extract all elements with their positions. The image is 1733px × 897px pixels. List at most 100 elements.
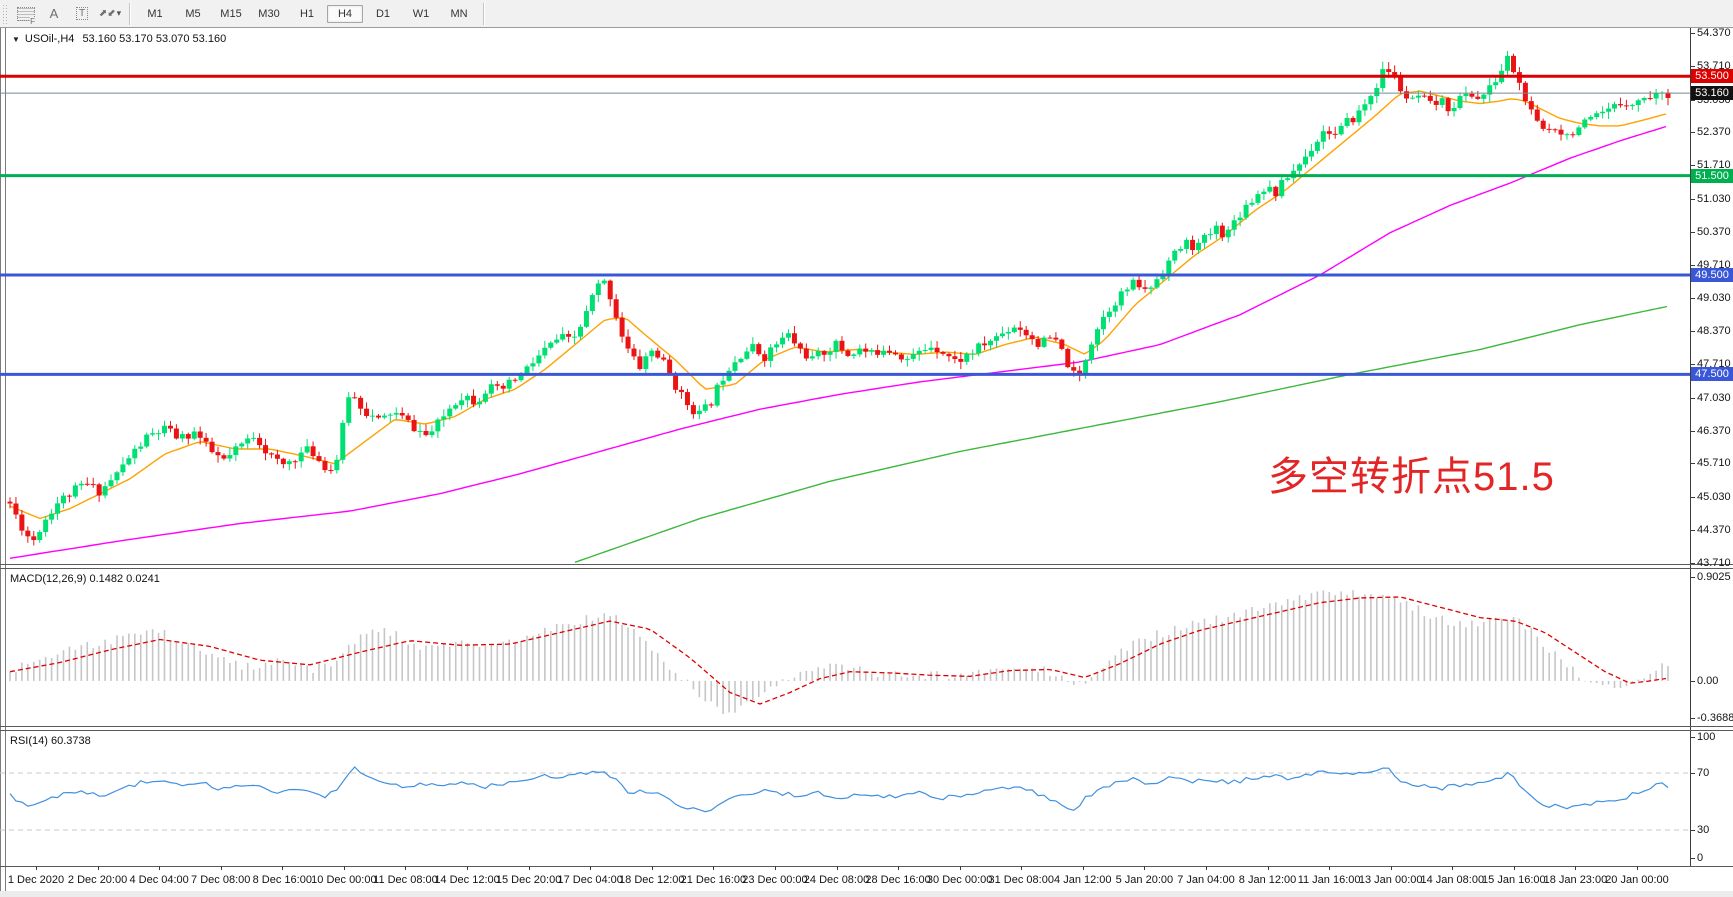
- macd-axis-label: 0.9025: [1697, 571, 1731, 583]
- time-axis-line: [0, 866, 1733, 867]
- price-axis-tick: [1690, 463, 1695, 465]
- text-label-icon[interactable]: A: [49, 6, 59, 21]
- time-axis-label: 8 Dec 16:00: [252, 874, 312, 886]
- main-macd-splitter[interactable]: [0, 564, 1733, 565]
- timeframe-buttons: M1 M5 M15 M30 H1 H4 D1 W1 MN: [136, 4, 478, 23]
- price-axis-tick: [1690, 529, 1695, 531]
- time-axis-label: 11 Jan 16:00: [1297, 874, 1361, 886]
- macd-axis-label: -0.3688: [1697, 712, 1733, 724]
- time-axis-tick: [1021, 866, 1023, 870]
- price-level-badge: 49.500: [1691, 268, 1733, 282]
- price-axis-label: 45.030: [1697, 491, 1731, 504]
- time-axis-tick: [405, 866, 407, 870]
- rsi-panel-top-border: [0, 730, 1733, 731]
- macd-panel-top-border: [0, 568, 1733, 569]
- time-axis-label: 17 Dec 04:00: [557, 874, 623, 886]
- toolbar-separator: [129, 2, 131, 25]
- indicator-grid-icon[interactable]: F: [14, 4, 38, 26]
- price-axis-label: 48.370: [1697, 325, 1731, 338]
- time-axis-label: 5 Jan 20:00: [1115, 874, 1174, 886]
- dropdown-caret-icon[interactable]: ▾: [116, 8, 122, 18]
- time-axis-label: 20 Jan 00:00: [1605, 874, 1669, 886]
- current-price-badge: 53.160: [1691, 86, 1733, 101]
- chart-annotation-text: 多空转折点51.5: [1268, 455, 1555, 499]
- macd-axis-tick: [1690, 718, 1695, 719]
- rsi-axis-tick: [1690, 773, 1695, 774]
- price-level-badge: 51.500: [1691, 168, 1733, 183]
- time-axis-label: 4 Dec 04:00: [129, 874, 189, 886]
- time-axis-label: 15 Dec 20:00: [495, 874, 562, 886]
- chart-title[interactable]: ▼ USOil-,H4 53.160 53.170 53.070 53.160: [12, 33, 226, 45]
- price-axis-tick: [1690, 165, 1695, 167]
- time-axis-tick: [97, 866, 99, 870]
- rsi-axis-tick: [1690, 737, 1695, 738]
- time-axis-label: 14 Dec 12:00: [434, 874, 500, 886]
- ma-mid-magenta: [9, 125, 1667, 559]
- time-axis-label: 18 Dec 12:00: [619, 874, 685, 886]
- rsi-chart[interactable]: [0, 731, 1690, 866]
- price-axis-tick: [1690, 298, 1695, 300]
- price-axis-tick: [1690, 65, 1695, 67]
- time-axis-label: 2 Dec 20:00: [67, 874, 128, 886]
- time-axis-tick: [467, 866, 469, 870]
- price-axis-tick: [1690, 430, 1695, 432]
- price-axis-label: 51.710: [1697, 159, 1731, 172]
- time-axis-label: 13 Jan 00:00: [1358, 874, 1423, 886]
- time-axis-label: 1 Dec 2020: [7, 874, 65, 886]
- time-axis-tick: [1513, 866, 1515, 870]
- price-axis-tick: [1690, 198, 1695, 200]
- time-axis-tick: [590, 866, 592, 870]
- time-axis-tick: [282, 866, 284, 870]
- macd-axis-tick: [1690, 577, 1695, 578]
- timeframe-button-m1[interactable]: M1: [147, 7, 163, 20]
- time-axis-tick: [1082, 866, 1084, 870]
- price-axis-label: 54.370: [1697, 26, 1731, 39]
- symbol-name: USOil-,H4: [24, 33, 75, 45]
- timeframe-button-m30[interactable]: M30: [258, 7, 280, 20]
- time-axis-tick: [651, 866, 653, 870]
- price-axis-label: 47.710: [1697, 357, 1731, 370]
- timeframe-button-m5[interactable]: M5: [185, 7, 201, 20]
- time-axis-label: 21 Dec 16:00: [680, 874, 747, 886]
- rsi-axis-label: 30: [1697, 823, 1710, 836]
- toolbar-grip[interactable]: [2, 3, 9, 24]
- time-axis-label: 14 Jan 08:00: [1420, 874, 1485, 886]
- price-axis-label: 50.370: [1697, 225, 1731, 238]
- time-axis-tick: [1575, 866, 1577, 870]
- price-axis-tick: [1690, 331, 1695, 333]
- macd-rsi-splitter[interactable]: [0, 726, 1733, 727]
- time-axis-label: 10 Dec 00:00: [311, 874, 377, 886]
- timeframe-button-h1[interactable]: H1: [299, 7, 315, 20]
- text-box-icon[interactable]: T: [70, 4, 94, 24]
- rsi-axis-tick: [1690, 829, 1695, 831]
- timeframe-button-m15[interactable]: M15: [220, 7, 242, 20]
- rsi-axis-label: 70: [1697, 767, 1710, 779]
- main-chart[interactable]: [0, 28, 1690, 565]
- price-axis-tick: [1690, 231, 1695, 233]
- price-axis-tick: [1690, 397, 1695, 399]
- macd-chart[interactable]: [0, 569, 1690, 727]
- macd-axis-label: 0.00: [1697, 674, 1719, 687]
- price-axis-label: 49.710: [1697, 258, 1731, 271]
- timeframe-button-h4[interactable]: H4: [327, 4, 363, 23]
- arrow-objects-icon[interactable]: ⬈⬋ ▾: [98, 8, 122, 19]
- time-axis-label: 8 Jan 12:00: [1238, 874, 1297, 886]
- timeframe-button-mn[interactable]: MN: [450, 7, 468, 20]
- price-axis-tick: [1690, 32, 1695, 34]
- time-axis-label: 24 Dec 08:00: [803, 874, 870, 886]
- timeframe-button-w1[interactable]: W1: [412, 7, 430, 20]
- time-axis-tick: [774, 866, 776, 870]
- rsi-axis-label: 0: [1697, 852, 1704, 864]
- time-axis-tick: [1267, 866, 1269, 870]
- timeframe-button-d1[interactable]: D1: [375, 7, 391, 20]
- time-axis-label: 23 Dec 00:00: [742, 874, 808, 886]
- price-axis-label: 44.370: [1697, 523, 1731, 536]
- macd-axis-tick: [1690, 680, 1695, 682]
- ohlc-values: 53.160 53.170 53.070 53.160: [82, 33, 227, 45]
- ma-slow-green: [574, 305, 1668, 563]
- price-axis-label: 46.370: [1697, 424, 1731, 437]
- price-axis-label: 49.030: [1697, 292, 1731, 305]
- time-axis-tick: [220, 866, 222, 870]
- symbol-dropdown-icon[interactable]: ▼: [12, 35, 20, 44]
